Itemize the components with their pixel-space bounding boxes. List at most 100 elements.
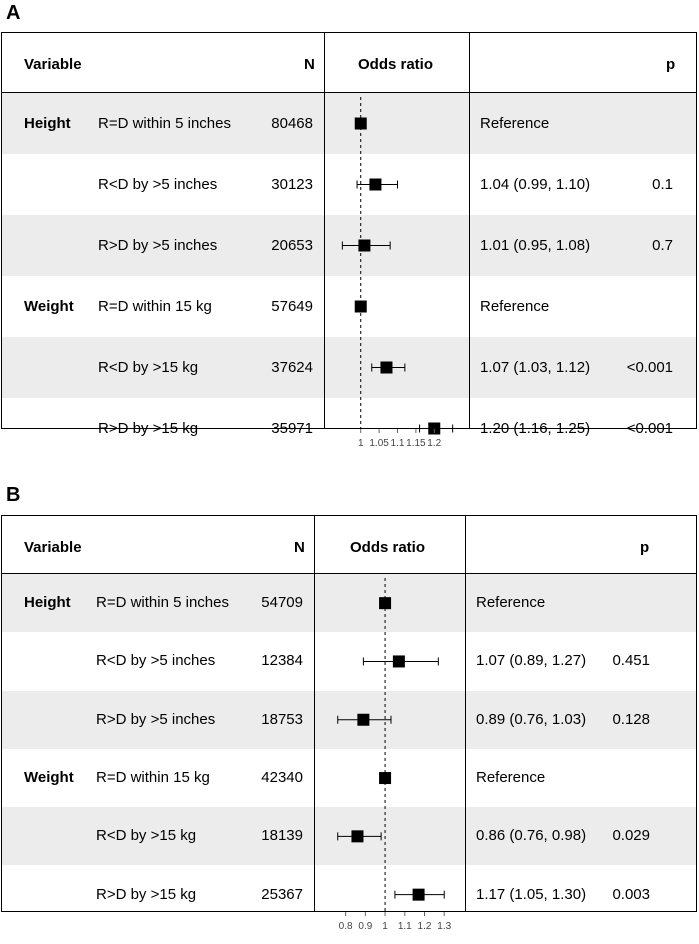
- estimate-marker: [354, 117, 367, 130]
- p-value: 0.451: [612, 652, 650, 670]
- subgroup-label: R<D by >5 inches: [96, 652, 216, 670]
- n-value: 25367: [261, 885, 303, 903]
- table-row: R<D by >5 inches 12384 1.07 (0.89, 1.27) 0.…: [2, 632, 696, 690]
- n-value: 37624: [271, 358, 313, 376]
- ci-value: Reference: [480, 114, 550, 132]
- table-frame: Variable N Odds ratio p Height R=D within…: [1, 515, 697, 932]
- estimate-marker: [357, 713, 370, 726]
- ci-value: 1.07 (0.89, 1.27): [476, 652, 587, 670]
- n-value: 18139: [261, 827, 303, 845]
- subgroup-label: R=D within 5 inches: [98, 114, 231, 132]
- n-value: 20653: [271, 236, 313, 254]
- p-value: 0.1: [652, 175, 673, 193]
- tick-label: 1.1: [398, 921, 412, 932]
- column-divider: [324, 33, 325, 428]
- n-value: 30123: [271, 175, 313, 193]
- table-frame: Variable N Odds ratio p Height R=D within…: [1, 32, 697, 449]
- tick-label: 1.3: [437, 921, 451, 932]
- ci-value: Reference: [476, 769, 546, 787]
- header-rule: [2, 92, 696, 93]
- ci-value: 1.04 (0.99, 1.10): [480, 175, 591, 193]
- forest-panel-a: Variable N Odds ratio p Height R=D within…: [0, 32, 699, 457]
- ci-value: 0.86 (0.76, 0.98): [476, 827, 587, 845]
- ci-value: Reference: [480, 297, 550, 315]
- tick-label: 1: [382, 921, 388, 932]
- column-divider: [314, 516, 315, 911]
- header-rule: [2, 573, 696, 574]
- estimate-marker: [392, 655, 405, 668]
- group-label: Height: [24, 594, 71, 612]
- header-p: p: [666, 56, 676, 73]
- header-n: N: [304, 56, 315, 73]
- header-odds-ratio: Odds ratio: [350, 539, 426, 556]
- n-value: 42340: [261, 769, 303, 787]
- table-row: Weight R=D within 15 kg 42340 Reference: [2, 749, 696, 807]
- ci-value: Reference: [476, 594, 546, 612]
- subgroup-label: R>D by >15 kg: [98, 419, 199, 437]
- subgroup-label: R<D by >15 kg: [96, 827, 197, 845]
- forest-plot: 1 1.05 1.1 1.15 1.2: [341, 97, 454, 449]
- p-value: 0.128: [612, 710, 650, 728]
- group-label: Weight: [24, 769, 74, 787]
- table-row: R>D by >15 kg 25367 1.17 (1.05, 1.30) 0.003: [2, 866, 696, 924]
- estimate-marker: [379, 772, 392, 785]
- ci-value: 1.01 (0.95, 1.08): [480, 236, 591, 254]
- n-value: 12384: [261, 652, 303, 670]
- n-value: 18753: [261, 710, 303, 728]
- group-label: Height: [24, 114, 71, 132]
- p-value: 0.029: [612, 827, 650, 845]
- estimate-marker: [351, 830, 364, 843]
- tick-label: 1.1: [391, 438, 405, 449]
- tick-label: 1.2: [427, 438, 441, 449]
- n-value: 57649: [271, 297, 313, 315]
- subgroup-label: R=D within 15 kg: [96, 769, 210, 787]
- estimate-marker: [358, 239, 371, 252]
- ci-value: 0.89 (0.76, 1.03): [476, 710, 587, 728]
- subgroup-label: R<D by >15 kg: [98, 358, 199, 376]
- tick-label: 1.15: [406, 438, 426, 449]
- table-row: Height R=D within 5 inches 80468 Reference: [2, 93, 696, 154]
- forest-plot: 0.8 0.9 1 1.1 1.2 1.3: [337, 578, 452, 932]
- header-odds-ratio: Odds ratio: [358, 56, 434, 73]
- table-row: Height R=D within 5 inches 54709 Reference: [2, 574, 696, 633]
- estimate-marker: [412, 888, 425, 901]
- tick-label: 0.8: [339, 921, 353, 932]
- p-value: 0.003: [612, 885, 650, 903]
- group-label: Weight: [24, 297, 74, 315]
- panel-label-b: B: [6, 484, 21, 506]
- subgroup-label: R=D within 5 inches: [96, 594, 229, 612]
- n-value: 35971: [271, 419, 313, 437]
- estimate-marker: [379, 597, 392, 610]
- subgroup-label: R>D by >5 inches: [98, 236, 218, 254]
- header-n: N: [294, 539, 305, 556]
- subgroup-label: R>D by >5 inches: [96, 710, 216, 728]
- subgroup-label: R>D by >15 kg: [96, 885, 197, 903]
- header-variable: Variable: [24, 56, 82, 73]
- n-value: 54709: [261, 594, 303, 612]
- forest-panel-b: Variable N Odds ratio p Height R=D within…: [0, 515, 699, 940]
- column-divider: [465, 516, 466, 911]
- table-row: R<D by >5 inches 30123 1.04 (0.99, 1.10) 0.…: [2, 154, 696, 215]
- subgroup-label: R=D within 15 kg: [98, 297, 212, 315]
- subgroup-label: R<D by >5 inches: [98, 175, 218, 193]
- table-row: R>D by >15 kg 35971 1.20 (1.16, 1.25) <0.00…: [2, 398, 696, 459]
- ci-value: 1.17 (1.05, 1.30): [476, 885, 587, 903]
- estimate-marker: [428, 422, 441, 435]
- header-variable: Variable: [24, 539, 82, 556]
- estimate-marker: [369, 178, 382, 191]
- tick-label: 1.05: [369, 438, 389, 449]
- table-row: R<D by >15 kg 18139 0.86 (0.76, 0.98) 0.029: [2, 807, 696, 866]
- tick-label: 1: [358, 438, 364, 449]
- table-row: Weight R=D within 15 kg 57649 Reference: [2, 276, 696, 337]
- ci-value: 1.07 (1.03, 1.12): [480, 358, 591, 376]
- estimate-marker: [380, 361, 393, 374]
- tick-label: 0.9: [358, 921, 372, 932]
- header-p: p: [640, 539, 650, 556]
- p-value: 0.7: [652, 236, 673, 254]
- ci-value: 1.20 (1.16, 1.25): [480, 419, 591, 437]
- panel-label-a: A: [6, 2, 21, 24]
- column-divider: [469, 33, 470, 428]
- table-row: R<D by >15 kg 37624 1.07 (1.03, 1.12) <0.00…: [2, 337, 696, 398]
- estimate-marker: [354, 300, 367, 313]
- n-value: 80468: [271, 114, 313, 132]
